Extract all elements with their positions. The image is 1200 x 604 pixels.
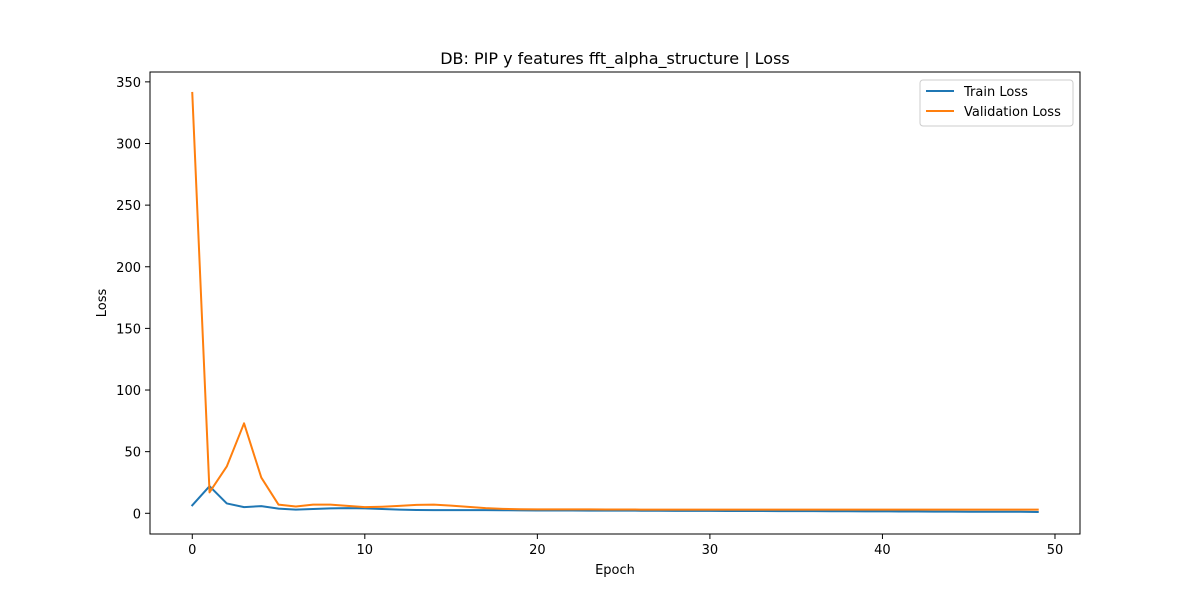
y-axis-label: Loss [95, 289, 110, 318]
legend-box [919, 79, 1074, 127]
legend-label-validation-loss: Validation Loss [964, 105, 1061, 120]
series-line-train-loss [190, 485, 1039, 513]
y-tick-label: 350 [116, 76, 141, 91]
y-tick-label: 150 [116, 322, 141, 337]
axis-ticks: 0 10 20 30 40 50 0 50 100 150 200 250 300 350 [116, 76, 1063, 558]
x-tick-label: 0 [188, 543, 196, 558]
legend: Train Loss Validation Loss [919, 79, 1074, 127]
x-tick-label: 50 [1047, 543, 1064, 558]
series-line-validation-loss [191, 91, 1039, 511]
y-tick-label: 250 [116, 199, 141, 214]
y-tick-label: 300 [116, 137, 141, 152]
x-tick-label: 10 [357, 543, 374, 558]
x-tick-label: 40 [874, 543, 891, 558]
y-tick-label: 50 [124, 446, 141, 461]
y-tick-label: 100 [116, 384, 141, 399]
y-tick-label: 200 [116, 261, 141, 276]
x-axis-label: Epoch [595, 563, 635, 578]
axes-frame [149, 71, 1081, 535]
x-tick-label: 30 [702, 543, 719, 558]
x-tick-label: 20 [529, 543, 546, 558]
y-tick-label: 0 [133, 507, 141, 522]
chart-title: DB: PIP y features fft_alpha_structure |… [440, 49, 790, 69]
series-lines [190, 91, 1039, 513]
legend-label-train-loss: Train Loss [963, 85, 1028, 100]
